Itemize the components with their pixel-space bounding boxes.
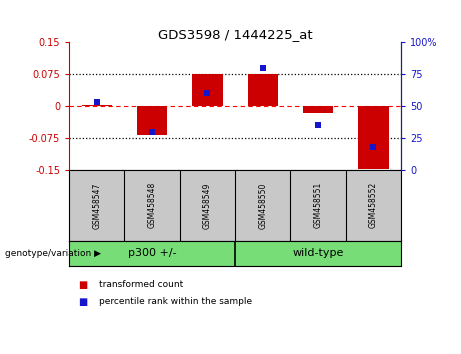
Text: genotype/variation ▶: genotype/variation ▶ xyxy=(5,249,100,258)
Text: ■: ■ xyxy=(78,280,88,290)
Bar xyxy=(82,104,112,106)
Point xyxy=(314,122,322,128)
Bar xyxy=(192,74,223,106)
Text: GSM458548: GSM458548 xyxy=(148,182,157,228)
Text: GSM458550: GSM458550 xyxy=(258,182,267,229)
Point xyxy=(370,144,377,150)
Text: ■: ■ xyxy=(78,297,88,307)
Text: GSM458547: GSM458547 xyxy=(92,182,101,229)
Text: wild-type: wild-type xyxy=(292,248,344,258)
Text: GSM458552: GSM458552 xyxy=(369,182,378,228)
Text: GSM458551: GSM458551 xyxy=(313,182,323,228)
Text: percentile rank within the sample: percentile rank within the sample xyxy=(99,297,252,306)
Point xyxy=(204,91,211,96)
Point xyxy=(93,99,100,105)
Text: transformed count: transformed count xyxy=(99,280,183,289)
Point xyxy=(259,65,266,71)
Text: GSM458549: GSM458549 xyxy=(203,182,212,229)
Point xyxy=(148,129,156,135)
Title: GDS3598 / 1444225_at: GDS3598 / 1444225_at xyxy=(158,28,313,41)
Bar xyxy=(137,106,167,135)
Bar xyxy=(248,74,278,106)
Bar xyxy=(303,106,333,113)
Text: p300 +/-: p300 +/- xyxy=(128,248,177,258)
Bar xyxy=(358,106,389,169)
